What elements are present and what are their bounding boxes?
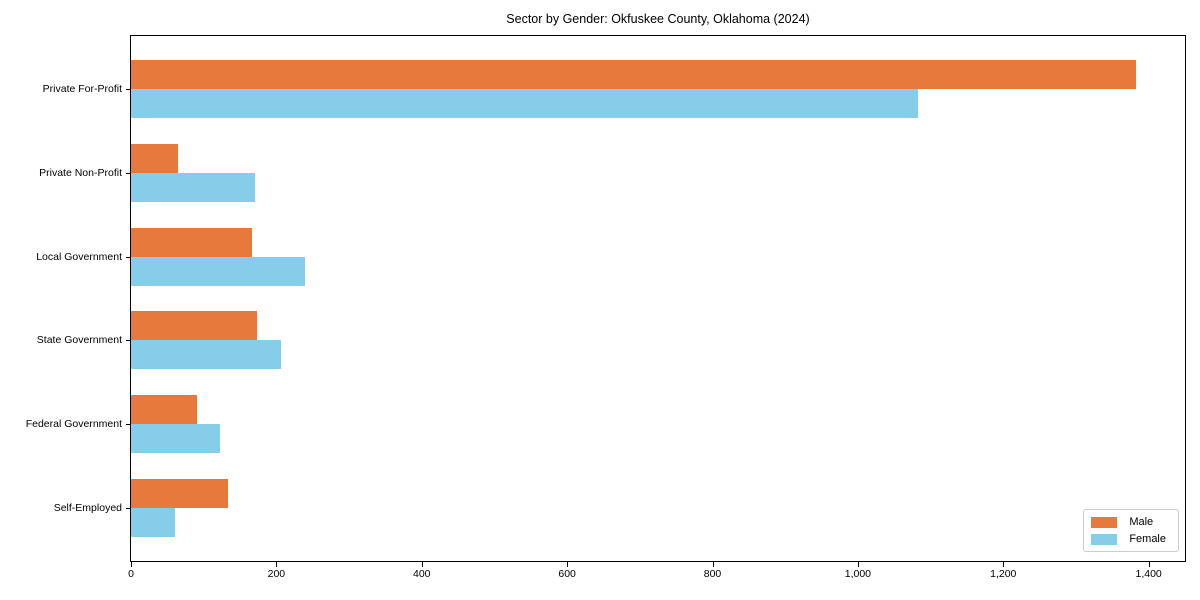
bar-female-local-government [131,256,305,286]
legend-item-female: Female [1091,533,1166,545]
y-tick-mark [126,89,130,90]
x-tick-label: 600 [558,568,576,580]
legend-label: Male [1129,516,1154,528]
x-tick-label: 200 [267,568,286,580]
x-tick-label: 400 [412,568,431,580]
bar-female-self-employed [131,508,175,538]
legend-swatch-male [1091,516,1118,528]
y-axis-label-private-non-profit: Private Non-Profit [39,166,122,179]
x-tick-label: 0 [128,568,134,580]
bar-female-state-government [131,340,281,370]
bar-female-private-for-profit [131,88,918,118]
legend-item-male: Male [1091,516,1166,528]
legend: Male Female [1083,509,1179,552]
x-tick-label: 1,400 [1135,568,1162,580]
y-tick-mark [126,424,130,425]
x-tick-mark [1003,562,1005,567]
bar-male-federal-government [131,395,198,425]
y-axis-label-local-government: Local Government [36,250,122,263]
chart-title: Sector by Gender: Okfuskee County, Oklah… [506,12,810,26]
x-tick-mark [276,562,278,567]
x-tick-label: 1,000 [844,568,872,580]
y-axis-label-private-for-profit: Private For-Profit [42,82,122,95]
y-axis-label-federal-government: Federal Government [25,418,122,431]
plot-area: Male Female Private For-Profit Private Non… [26,35,1186,580]
y-axis-label-state-government: State Government [36,334,122,347]
y-tick-mark [126,173,130,174]
bar-male-local-government [131,227,252,257]
legend-label: Female [1129,533,1166,545]
x-tick-mark [1148,562,1150,567]
bar-male-private-for-profit [131,59,1137,89]
x-tick-mark [712,562,714,567]
x-tick-label: 1,200 [990,568,1017,580]
bar-female-private-non-profit [131,172,255,202]
bar-female-federal-government [131,424,220,454]
bar-male-state-government [131,311,257,341]
y-axis-label-self-employed: Self-Employed [53,502,122,515]
bar-male-private-non-profit [131,143,178,173]
x-tick-label: 800 [703,568,722,580]
x-tick-mark [131,562,132,567]
x-tick-mark [857,562,859,567]
y-tick-mark [126,257,130,258]
x-tick-mark [421,562,423,567]
x-tick-mark [567,562,569,567]
y-tick-mark [126,340,130,341]
bar-male-self-employed [131,479,228,509]
y-tick-mark [126,508,130,509]
legend-swatch-female [1091,533,1118,545]
